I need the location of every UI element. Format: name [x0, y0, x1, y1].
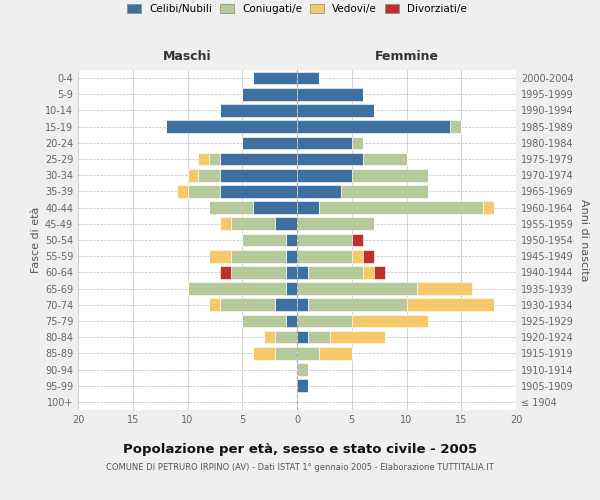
Bar: [297, 120, 451, 133]
Y-axis label: Anni di nascita: Anni di nascita: [579, 198, 589, 281]
Bar: [209, 250, 232, 262]
Bar: [199, 152, 209, 166]
Bar: [275, 331, 297, 344]
Bar: [286, 266, 297, 278]
Bar: [297, 234, 352, 246]
Bar: [242, 314, 286, 328]
Bar: [220, 104, 297, 117]
Bar: [242, 136, 297, 149]
Bar: [297, 314, 352, 328]
Bar: [319, 202, 483, 214]
Bar: [297, 136, 352, 149]
Bar: [220, 169, 297, 181]
Bar: [297, 298, 308, 311]
Bar: [297, 218, 374, 230]
Bar: [308, 298, 407, 311]
Bar: [352, 169, 428, 181]
Bar: [297, 250, 352, 262]
Bar: [297, 266, 308, 278]
Bar: [286, 250, 297, 262]
Bar: [308, 331, 330, 344]
Bar: [209, 298, 220, 311]
Bar: [330, 331, 385, 344]
Bar: [220, 218, 232, 230]
Bar: [242, 88, 297, 101]
Text: COMUNE DI PETRURO IRPINO (AV) - Dati ISTAT 1° gennaio 2005 - Elaborazione TUTTIT: COMUNE DI PETRURO IRPINO (AV) - Dati IST…: [106, 462, 494, 471]
Bar: [352, 314, 428, 328]
Bar: [232, 250, 286, 262]
Bar: [275, 298, 297, 311]
Bar: [297, 331, 308, 344]
Bar: [374, 266, 385, 278]
Bar: [308, 266, 363, 278]
Bar: [418, 282, 472, 295]
Bar: [286, 282, 297, 295]
Bar: [297, 72, 319, 85]
Bar: [363, 152, 407, 166]
Bar: [363, 266, 374, 278]
Bar: [352, 136, 363, 149]
Bar: [297, 185, 341, 198]
Bar: [297, 88, 363, 101]
Bar: [199, 169, 220, 181]
Y-axis label: Fasce di età: Fasce di età: [31, 207, 41, 273]
Bar: [166, 120, 297, 133]
Text: Popolazione per età, sesso e stato civile - 2005: Popolazione per età, sesso e stato civil…: [123, 442, 477, 456]
Bar: [286, 234, 297, 246]
Bar: [352, 234, 363, 246]
Bar: [297, 282, 418, 295]
Bar: [319, 347, 352, 360]
Bar: [275, 347, 297, 360]
Text: Femmine: Femmine: [374, 50, 439, 62]
Bar: [253, 202, 297, 214]
Bar: [188, 169, 199, 181]
Bar: [220, 185, 297, 198]
Bar: [483, 202, 494, 214]
Bar: [297, 380, 308, 392]
Bar: [220, 298, 275, 311]
Bar: [188, 282, 286, 295]
Bar: [187, 185, 220, 198]
Bar: [297, 152, 363, 166]
Bar: [253, 72, 297, 85]
Text: Maschi: Maschi: [163, 50, 212, 62]
Bar: [275, 218, 297, 230]
Bar: [297, 202, 319, 214]
Bar: [341, 185, 428, 198]
Bar: [286, 314, 297, 328]
Bar: [220, 266, 232, 278]
Bar: [297, 104, 374, 117]
Bar: [363, 250, 374, 262]
Bar: [209, 202, 253, 214]
Bar: [352, 250, 363, 262]
Bar: [176, 185, 188, 198]
Bar: [297, 347, 319, 360]
Bar: [297, 363, 308, 376]
Bar: [220, 152, 297, 166]
Bar: [264, 331, 275, 344]
Bar: [253, 347, 275, 360]
Bar: [451, 120, 461, 133]
Bar: [232, 266, 286, 278]
Bar: [209, 152, 220, 166]
Legend: Celibi/Nubili, Coniugati/e, Vedovi/e, Divorziati/e: Celibi/Nubili, Coniugati/e, Vedovi/e, Di…: [127, 4, 467, 14]
Bar: [297, 169, 352, 181]
Bar: [407, 298, 494, 311]
Bar: [232, 218, 275, 230]
Bar: [242, 234, 286, 246]
